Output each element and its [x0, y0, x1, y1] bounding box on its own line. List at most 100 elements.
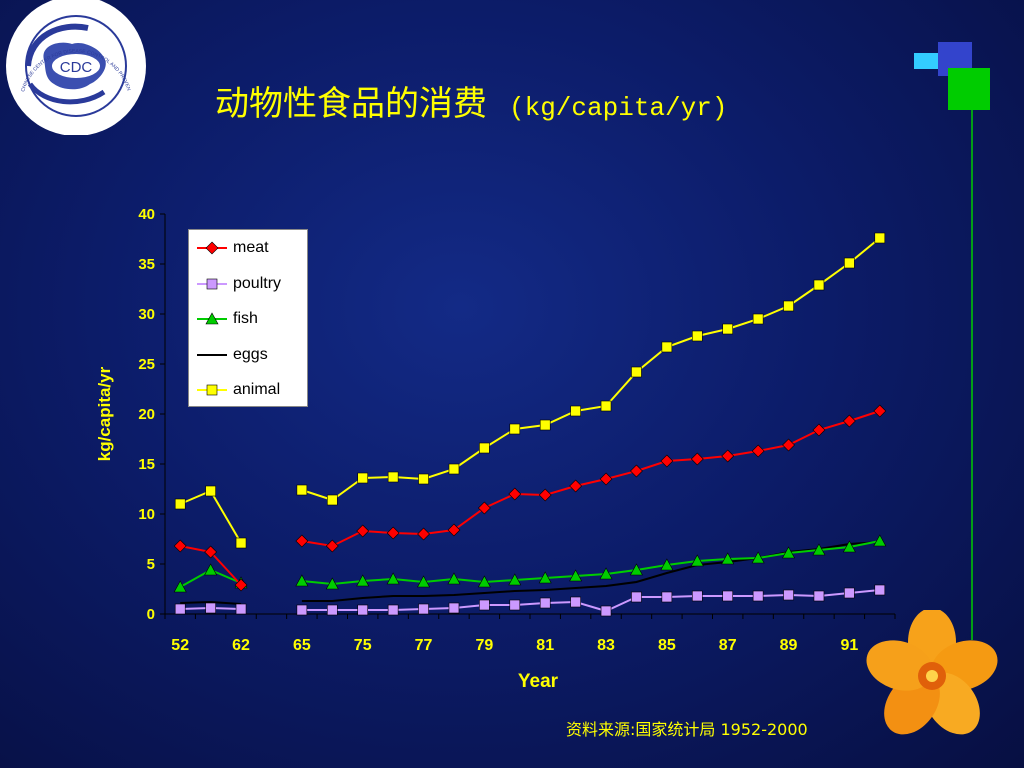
legend-label: meat: [233, 239, 269, 256]
data-point-poultry: [722, 590, 734, 602]
data-point-fish: [173, 580, 187, 593]
y-tick-label: 10: [138, 506, 155, 523]
data-point-animal: [752, 313, 764, 325]
data-point-poultry: [448, 602, 460, 614]
data-point-animal: [296, 484, 308, 496]
data-point-meat: [842, 414, 856, 428]
data-source: 资料来源:国家统计局 1952-2000: [566, 720, 808, 739]
legend-swatch-fish: [197, 312, 227, 325]
data-point-meat: [630, 464, 643, 478]
y-tick-label: 20: [138, 406, 155, 423]
series-line-animal: [179, 489, 242, 544]
data-point-meat: [356, 524, 370, 538]
data-point-animal: [783, 300, 794, 312]
data-point-animal: [174, 498, 186, 510]
data-point-animal: [357, 472, 369, 484]
y-tick-label: 0: [147, 606, 155, 623]
data-point-fish: [812, 543, 826, 556]
data-point-poultry: [235, 603, 247, 615]
x-tick-label: 91: [840, 637, 858, 654]
data-point-meat: [782, 438, 795, 452]
data-point-poultry: [600, 605, 612, 617]
data-point-animal: [235, 537, 247, 549]
data-point-animal: [448, 463, 460, 475]
data-point-meat: [508, 487, 522, 501]
data-point-meat: [569, 479, 583, 493]
y-tick-label: 30: [138, 306, 155, 323]
data-point-fish: [417, 575, 431, 588]
data-point-animal: [326, 494, 338, 506]
data-point-poultry: [570, 596, 581, 608]
legend-label: animal: [233, 381, 281, 398]
y-tick-label: 25: [138, 356, 155, 373]
data-point-meat: [599, 472, 613, 486]
data-point-meat: [204, 545, 218, 559]
data-point-poultry: [296, 604, 308, 616]
legend-swatch-poultry: [197, 278, 227, 289]
series-poultry: [174, 584, 886, 617]
series-line-animal: [301, 237, 881, 502]
legend-marker-meat: [205, 241, 219, 255]
data-point-fish: [569, 569, 583, 582]
data-point-animal: [418, 473, 429, 485]
data-point-poultry: [783, 589, 794, 601]
x-tick-label: 77: [415, 637, 433, 654]
y-tick-label: 40: [138, 206, 155, 223]
data-point-meat: [690, 452, 704, 466]
data-point-animal: [874, 232, 886, 244]
x-tick-label: 87: [719, 637, 737, 654]
legend-marker-animal: [206, 384, 218, 396]
chart-legend: meat poultry fish eggs animal: [188, 229, 308, 407]
data-point-poultry: [387, 604, 399, 616]
legend-item-animal: animal: [197, 380, 280, 400]
legend-item-fish: fish: [197, 309, 258, 329]
data-point-fish: [751, 551, 765, 564]
data-point-meat: [325, 539, 339, 553]
data-point-fish: [477, 575, 491, 588]
legend-swatch-meat: [197, 241, 227, 255]
data-point-poultry: [205, 602, 216, 614]
cdc-logo: CDC CHINESE CENTER FOR DISEASE CONTROL A…: [0, 0, 146, 135]
series-line-eggs: [180, 600, 242, 605]
title-chinese: 动物性食品的消费: [215, 84, 487, 124]
title-unit: (kg/capita/yr): [509, 93, 728, 123]
data-point-fish: [782, 546, 796, 559]
data-point-fish: [538, 571, 552, 584]
data-point-fish: [356, 574, 370, 587]
legend-item-eggs: eggs: [197, 345, 268, 365]
y-tick-label: 15: [138, 456, 155, 473]
data-point-animal: [661, 341, 673, 353]
data-point-animal: [509, 423, 521, 435]
data-point-fish: [508, 573, 522, 586]
series-fish: [173, 534, 887, 593]
y-tick-label: 5: [147, 556, 155, 573]
legend-item-meat: meat: [197, 238, 269, 258]
data-point-fish: [447, 572, 461, 585]
data-point-meat: [538, 488, 552, 502]
data-point-poultry: [813, 590, 825, 602]
data-point-animal: [479, 442, 490, 454]
x-tick-label: 79: [475, 637, 493, 654]
data-point-meat: [660, 454, 674, 468]
data-point-animal: [539, 419, 551, 431]
data-point-meat: [173, 539, 187, 553]
x-tick-label: 89: [780, 637, 798, 654]
data-point-meat: [234, 578, 248, 592]
series-animal: [174, 232, 886, 549]
x-tick-label: 81: [536, 637, 554, 654]
data-point-fish: [295, 574, 309, 587]
data-point-animal: [844, 257, 855, 269]
legend-label: eggs: [233, 345, 268, 363]
data-point-fish: [721, 552, 735, 565]
data-point-fish: [386, 572, 400, 585]
data-point-fish: [873, 534, 887, 547]
x-tick-label: 52: [171, 637, 189, 654]
series-line-fish: [301, 540, 880, 586]
y-axis-label: kg/capita/yr: [95, 366, 114, 461]
data-point-meat: [417, 527, 430, 541]
legend-marker-poultry: [206, 278, 218, 289]
data-point-meat: [295, 534, 309, 548]
data-point-poultry: [357, 604, 369, 616]
data-point-meat: [447, 523, 461, 537]
